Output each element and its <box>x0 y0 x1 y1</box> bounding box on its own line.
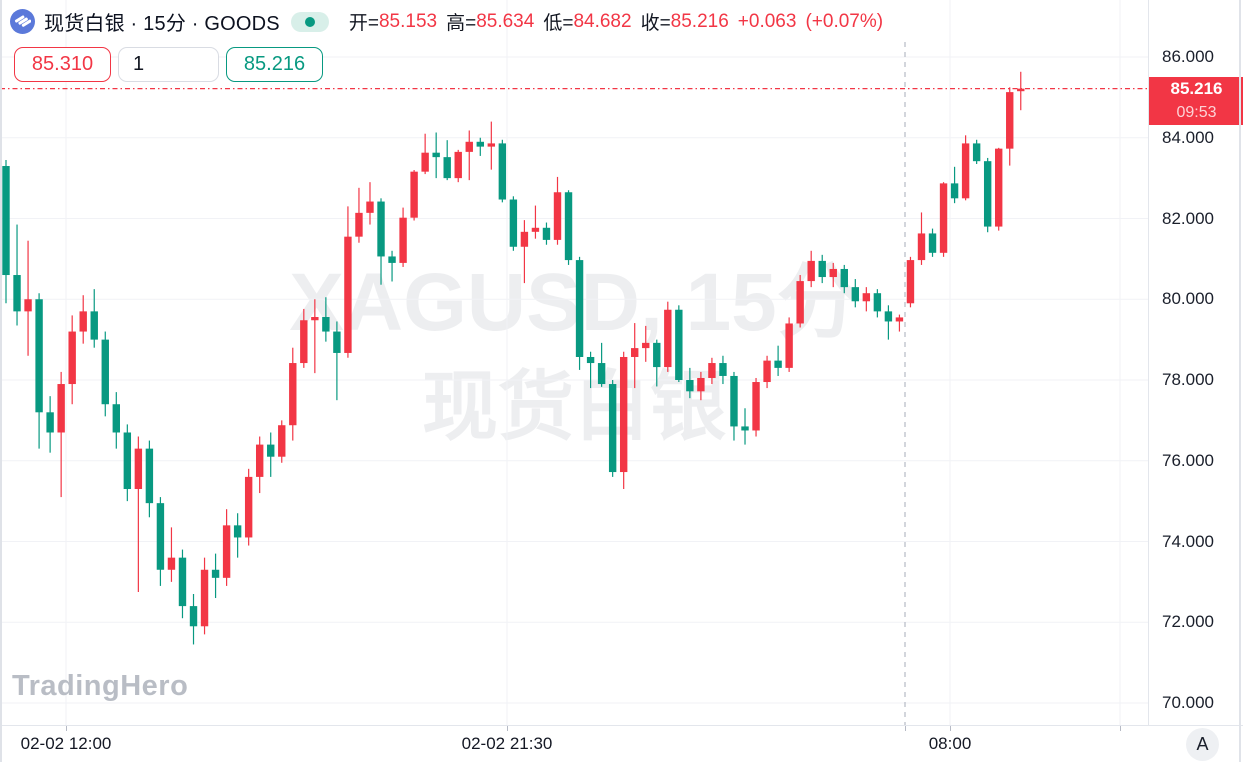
price-axis-label: 80.000 <box>1162 289 1214 309</box>
quantity-input[interactable]: 1 <box>118 47 219 82</box>
time-axis-tick <box>905 726 906 731</box>
last-price-tag: 85.216 09:53 <box>1149 76 1243 125</box>
price-axis-label: 86.000 <box>1162 47 1214 66</box>
price-axis-label: 82.000 <box>1162 208 1214 228</box>
bar-countdown: 09:53 <box>1176 103 1217 121</box>
right-edge-divider <box>1239 0 1241 762</box>
price-axis-label: 74.000 <box>1162 531 1214 551</box>
price-axis-label: 78.000 <box>1162 370 1214 389</box>
low-label: 低= <box>543 13 574 34</box>
time-axis-tick <box>950 726 951 731</box>
price-axis-label: 76.000 <box>1162 450 1214 470</box>
symbol-title[interactable]: 现货白银 · 15分 · GOODS <box>44 13 280 35</box>
time-axis-tick <box>66 726 67 731</box>
chart-legend: 现货白银 · 15分 · GOODS 开= 85.153 高= 85.634 低= 8… <box>10 7 883 36</box>
change-percent: (+0.07%) <box>805 10 884 32</box>
price-axis-label: 72.000 <box>1162 612 1214 632</box>
high-value: 85.634 <box>476 10 535 32</box>
time-axis-tick <box>507 726 508 731</box>
market-status-pill[interactable] <box>290 11 329 32</box>
close-label: 收= <box>640 13 671 34</box>
time-axis[interactable]: 02-02 12:00 02-02 21:30 08:00 A <box>0 725 1243 762</box>
last-price-value: 85.216 <box>1170 78 1223 98</box>
open-label: 开= <box>348 13 379 34</box>
left-edge-divider <box>0 0 2 762</box>
low-value: 84.682 <box>573 10 632 32</box>
high-label: 高= <box>446 13 477 34</box>
market-open-dot-icon <box>304 16 315 27</box>
open-value: 85.153 <box>378 10 438 32</box>
ohlc-legend: 开= 85.153 高= 85.634 低= 84.682 收= 85.216 +0.0… <box>340 8 883 35</box>
order-panel: 85.310 1 85.216 <box>14 47 323 82</box>
tradinghero-watermark: TradingHero <box>12 670 189 702</box>
candlestick-chart[interactable] <box>0 0 1148 725</box>
time-axis-label: 02-02 21:30 <box>461 734 553 753</box>
price-axis[interactable]: 86.000 84.000 82.000 80.000 78.000 76.000 74.0… <box>1148 0 1243 762</box>
sell-price-button[interactable]: 85.310 <box>14 47 111 82</box>
price-axis-label: 84.000 <box>1162 127 1214 147</box>
symbol-logo-icon[interactable] <box>10 9 35 34</box>
price-axis-label: 70.000 <box>1162 693 1214 712</box>
auto-scale-button[interactable]: A <box>1186 728 1219 761</box>
change-value: +0.063 <box>737 10 797 32</box>
time-axis-label: 02-02 12:00 <box>20 734 112 753</box>
time-axis-label: 08:00 <box>928 734 972 753</box>
close-value: 85.216 <box>670 10 729 32</box>
buy-price-button[interactable]: 85.216 <box>226 47 323 82</box>
time-axis-tick <box>1120 726 1121 731</box>
